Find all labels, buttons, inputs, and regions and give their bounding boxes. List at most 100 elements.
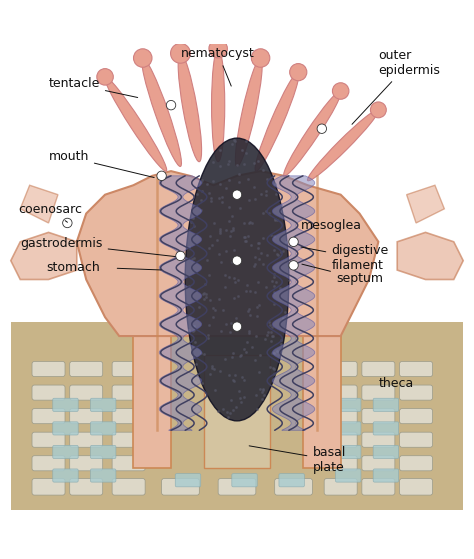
Point — [277, 336, 285, 345]
Point — [248, 219, 256, 228]
Point — [258, 387, 265, 396]
Point — [205, 271, 213, 280]
Point — [252, 391, 260, 400]
Point — [222, 247, 230, 255]
Point — [237, 350, 245, 359]
Circle shape — [289, 237, 298, 247]
Point — [251, 159, 258, 168]
Text: mesoglea: mesoglea — [301, 219, 362, 232]
Point — [190, 254, 198, 263]
Point — [230, 274, 237, 283]
Point — [252, 195, 259, 203]
Point — [209, 312, 217, 321]
Point — [270, 348, 278, 357]
Point — [210, 219, 218, 228]
Point — [198, 186, 206, 195]
Point — [216, 179, 224, 188]
Point — [271, 215, 278, 224]
Bar — [204, 355, 270, 468]
Point — [209, 304, 217, 312]
Point — [206, 321, 213, 330]
Point — [183, 299, 191, 308]
Point — [269, 363, 277, 372]
Point — [241, 233, 248, 242]
Point — [262, 187, 270, 196]
Ellipse shape — [185, 138, 289, 421]
FancyBboxPatch shape — [324, 385, 357, 400]
Circle shape — [232, 322, 242, 331]
Point — [252, 331, 260, 340]
Text: outer
epidermis: outer epidermis — [352, 49, 440, 124]
Ellipse shape — [142, 58, 182, 167]
Text: gastrodermis: gastrodermis — [20, 237, 175, 257]
Point — [187, 218, 195, 227]
Point — [199, 176, 206, 184]
Ellipse shape — [171, 44, 191, 63]
Point — [269, 331, 277, 340]
Point — [234, 276, 241, 285]
Point — [225, 159, 232, 168]
Point — [238, 145, 246, 154]
Point — [255, 367, 263, 376]
Point — [225, 273, 232, 282]
Point — [216, 194, 223, 203]
FancyBboxPatch shape — [32, 432, 65, 447]
Point — [185, 325, 192, 334]
Point — [244, 231, 252, 240]
Point — [280, 247, 287, 255]
Point — [211, 385, 219, 394]
FancyBboxPatch shape — [53, 398, 78, 411]
Point — [285, 276, 292, 285]
Point — [253, 405, 261, 414]
Point — [232, 259, 239, 268]
Point — [186, 242, 193, 251]
Point — [228, 258, 236, 267]
Point — [245, 196, 253, 205]
Point — [190, 325, 198, 334]
FancyBboxPatch shape — [232, 473, 257, 487]
Point — [240, 344, 248, 353]
Point — [200, 288, 208, 297]
Point — [211, 305, 219, 314]
Point — [259, 260, 266, 269]
FancyBboxPatch shape — [275, 479, 312, 495]
FancyBboxPatch shape — [400, 409, 433, 424]
Point — [240, 392, 248, 401]
Point — [266, 362, 273, 371]
FancyBboxPatch shape — [336, 446, 361, 458]
Point — [260, 209, 267, 217]
Point — [242, 287, 250, 296]
Point — [200, 349, 208, 358]
Point — [267, 328, 275, 337]
Point — [222, 319, 230, 328]
Point — [260, 166, 267, 175]
Point — [215, 295, 223, 304]
Point — [253, 311, 261, 320]
FancyBboxPatch shape — [400, 479, 433, 495]
Point — [189, 327, 197, 336]
Point — [222, 271, 229, 280]
Point — [271, 300, 278, 309]
Point — [216, 161, 223, 170]
Point — [202, 292, 210, 301]
Bar — [133, 326, 171, 468]
FancyBboxPatch shape — [324, 362, 357, 377]
Point — [251, 253, 259, 262]
Point — [198, 195, 205, 204]
Point — [244, 337, 251, 346]
Point — [254, 157, 262, 165]
Ellipse shape — [178, 53, 201, 162]
Point — [256, 384, 264, 393]
Point — [205, 244, 213, 253]
Point — [197, 206, 205, 215]
Text: digestive
filament: digestive filament — [301, 244, 389, 272]
Point — [240, 376, 248, 385]
FancyBboxPatch shape — [324, 409, 357, 424]
Point — [192, 359, 200, 368]
Point — [256, 350, 264, 359]
Point — [251, 288, 258, 297]
Point — [229, 349, 237, 358]
Point — [255, 238, 262, 247]
Point — [225, 157, 233, 165]
Polygon shape — [20, 185, 58, 223]
